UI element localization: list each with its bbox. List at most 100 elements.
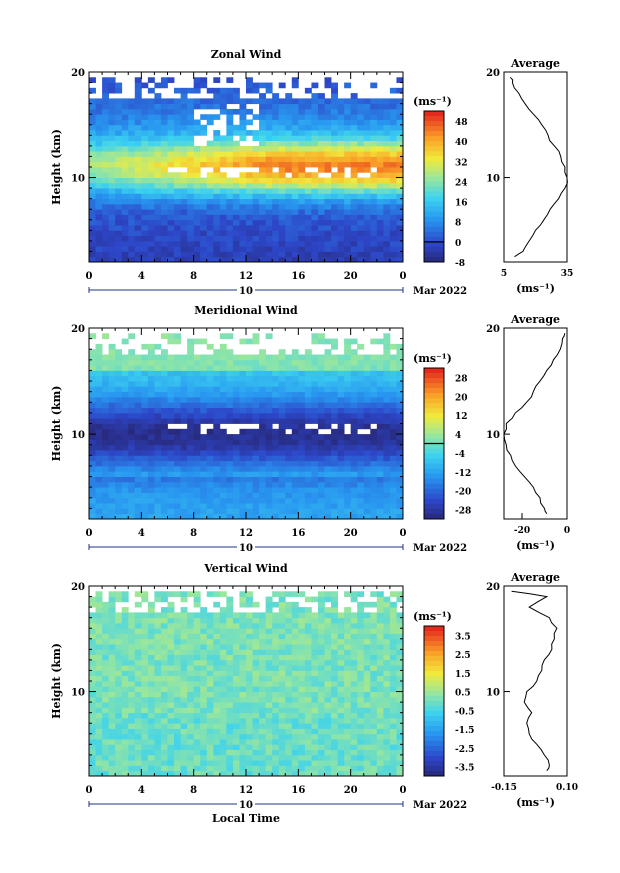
- heatmap-cell: [311, 209, 319, 215]
- heatmap-cell: [180, 707, 188, 714]
- heatmap-cell: [226, 508, 234, 515]
- heatmap-cell: [324, 644, 332, 650]
- heatmap-cell: [193, 412, 201, 419]
- heatmap-cell: [265, 444, 273, 451]
- heatmap-cell: [206, 444, 214, 451]
- heatmap-cell: [141, 182, 149, 189]
- heatmap-cell: [108, 481, 116, 488]
- heatmap-cell: [108, 739, 116, 745]
- heatmap-cell: [317, 240, 325, 247]
- heatmap-cell: [128, 696, 136, 703]
- heatmap-cell: [259, 209, 267, 215]
- heatmap-cell: [376, 354, 384, 361]
- heatmap-cell: [128, 235, 136, 242]
- heatmap-cell: [383, 370, 391, 377]
- heatmap-cell: [160, 418, 168, 424]
- heatmap-cell: [102, 508, 110, 515]
- heatmap-cell: [89, 349, 96, 355]
- heatmap-cell: [344, 770, 352, 777]
- heatmap-cell: [115, 760, 123, 766]
- heatmap-cell: [89, 633, 96, 640]
- heatmap-cell: [232, 760, 240, 766]
- heatmap-cell: [200, 418, 208, 424]
- heatmap-cell: [121, 628, 129, 634]
- heatmap-cell: [102, 172, 110, 178]
- heatmap-cell: [95, 739, 103, 745]
- heatmap-cell: [213, 601, 221, 608]
- heatmap-cell: [272, 172, 280, 178]
- heatmap-cell: [134, 77, 142, 83]
- heatmap-cell: [167, 691, 175, 698]
- heatmap-cell: [265, 644, 273, 650]
- heatmap-cell: [278, 240, 286, 247]
- heatmap-cell: [147, 702, 155, 708]
- heatmap-cell: [357, 465, 365, 472]
- heatmap-cell: [344, 465, 352, 472]
- heatmap-cell: [239, 370, 247, 377]
- heatmap-cell: [389, 471, 397, 477]
- heatmap-cell: [298, 119, 306, 126]
- heatmap-cell: [298, 612, 306, 619]
- heatmap-cell: [324, 481, 332, 488]
- heatmap-cell: [350, 108, 358, 115]
- heatmap-cell: [232, 161, 240, 168]
- heatmap-cell: [232, 749, 240, 756]
- heatmap-cell: [383, 481, 391, 488]
- heatmap-cell: [331, 359, 338, 366]
- heatmap-cell: [121, 733, 129, 740]
- heatmap-cell: [272, 359, 280, 366]
- heatmap-cell: [160, 749, 168, 756]
- heatmap-cell: [383, 198, 391, 205]
- colorbar-swatch: [424, 131, 444, 137]
- heatmap-cell: [350, 665, 358, 671]
- heatmap-cell: [317, 481, 325, 488]
- heatmap-cell: [259, 135, 267, 142]
- heatmap-cell: [128, 359, 136, 366]
- heatmap-cell: [141, 444, 149, 451]
- heatmap-cell: [272, 644, 280, 650]
- colorbar-swatch: [424, 428, 444, 434]
- heatmap-cell: [160, 119, 168, 126]
- heatmap-cell: [278, 251, 286, 258]
- heatmap-cell: [89, 177, 96, 184]
- heatmap-cell: [304, 391, 312, 398]
- heatmap-cell: [115, 391, 123, 398]
- heatmap-cell: [298, 607, 306, 613]
- heatmap-cell: [324, 396, 332, 403]
- heatmap-cell: [363, 193, 371, 200]
- heatmap-cell: [317, 691, 325, 698]
- heatmap-cell: [396, 712, 404, 719]
- heatmap-cell: [167, 681, 175, 687]
- heatmap-cell: [396, 739, 404, 745]
- heatmap-cell: [102, 617, 110, 624]
- heatmap-cell: [180, 177, 188, 184]
- heatmap-cell: [324, 349, 332, 355]
- heatmap-cell: [317, 177, 325, 184]
- heatmap-cell: [285, 124, 293, 131]
- heatmap-cell: [396, 193, 404, 200]
- heatmap-cell: [95, 455, 103, 462]
- heatmap-cell: [304, 108, 312, 115]
- heatmap-cell: [272, 508, 280, 515]
- heatmap-cell: [226, 219, 234, 226]
- heatmap-cell: [383, 119, 391, 126]
- heatmap-cell: [278, 391, 286, 398]
- heatmap-cell: [115, 765, 123, 772]
- heatmap-cell: [363, 723, 371, 729]
- heatmap-cell: [134, 193, 142, 200]
- heatmap-cell: [285, 246, 293, 252]
- heatmap-cell: [121, 649, 129, 656]
- heatmap-cell: [95, 696, 103, 703]
- heatmap-cell: [317, 622, 325, 629]
- heatmap-cell: [350, 770, 358, 777]
- heatmap-cell: [147, 193, 155, 200]
- heatmap-cell: [376, 151, 384, 157]
- heatmap-cell: [272, 108, 280, 115]
- heatmap-cell: [389, 691, 397, 698]
- heatmap-cell: [396, 119, 404, 126]
- heatmap-cell: [115, 198, 123, 205]
- heatmap-cell: [304, 240, 312, 247]
- heatmap-cell: [193, 87, 201, 94]
- heatmap-cell: [246, 644, 253, 650]
- heatmap-cell: [141, 230, 149, 237]
